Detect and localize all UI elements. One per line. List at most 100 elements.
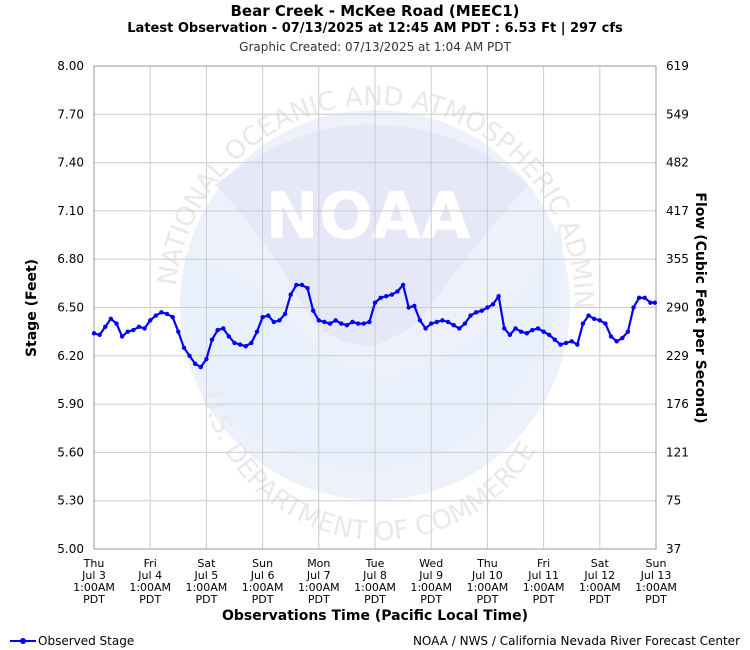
graphic-created: Graphic Created: 07/13/2025 at 1:04 AM P… <box>239 40 511 54</box>
data-point <box>518 329 524 334</box>
data-point <box>524 331 529 336</box>
data-point <box>266 313 271 318</box>
data-point <box>114 321 119 326</box>
data-point <box>131 327 136 333</box>
latest-observation: Latest Observation - 07/13/2025 at 12:45… <box>127 21 623 36</box>
data-point <box>507 332 513 338</box>
data-point <box>142 326 147 331</box>
x-axis-label: Observations Time (Pacific Local Time) <box>222 608 528 624</box>
y2-tick-label: 229 <box>666 349 689 363</box>
data-point <box>237 342 243 347</box>
y-tick-label: 8.00 <box>57 59 84 73</box>
data-point <box>389 292 395 297</box>
y2-tick-label: 355 <box>666 252 689 266</box>
data-point <box>502 326 507 331</box>
data-point <box>198 364 203 370</box>
data-point <box>541 329 546 334</box>
data-point <box>591 316 597 321</box>
y2-tick-label: 482 <box>666 156 689 170</box>
data-point <box>530 327 535 333</box>
data-point <box>535 326 541 331</box>
data-point <box>159 310 164 315</box>
data-point <box>552 337 558 342</box>
x-tick-label: Sun Jul 6 1:00AM PDT <box>242 557 284 606</box>
data-point <box>468 313 473 318</box>
credit-text: NOAA / NWS / California Nevada River For… <box>412 634 740 648</box>
chart-title: Bear Creek - McKee Road (MEEC1) <box>230 2 520 20</box>
x-tick-label: Fri Jul 4 1:00AM PDT <box>129 557 171 606</box>
x-tick-label: Sat Jul 12 1:00AM PDT <box>579 557 621 606</box>
x-tick-label: Mon Jul 7 1:00AM PDT <box>298 557 340 606</box>
x-tick-label: Tue Jul 8 1:00AM PDT <box>354 557 396 606</box>
y2-tick-label: 37 <box>666 542 681 556</box>
data-point <box>490 302 496 307</box>
x-tick-label: Sun Jul 13 1:00AM PDT <box>635 557 677 606</box>
data-point <box>580 321 586 326</box>
data-point <box>254 329 260 334</box>
noaa-watermark: NOAA NATIONAL OCEANIC AND ATMOSPHERIC AD… <box>0 0 598 547</box>
data-point <box>243 343 248 349</box>
data-point <box>108 316 114 321</box>
data-point <box>648 300 653 305</box>
data-point <box>642 295 647 301</box>
data-point <box>620 335 625 341</box>
data-point <box>136 324 142 330</box>
data-point <box>378 295 383 301</box>
y2-axis-label: Flow (Cubic Feet per Second) <box>692 192 708 423</box>
data-point <box>316 318 321 323</box>
x-tick-label: Wed Jul 9 1:00AM PDT <box>410 557 452 606</box>
data-point <box>181 345 187 350</box>
y-tick-label: 6.20 <box>57 349 84 363</box>
data-point <box>569 339 574 344</box>
data-point <box>372 300 378 305</box>
data-point <box>148 318 153 323</box>
data-point <box>597 318 602 323</box>
y-tick-label: 5.60 <box>57 445 84 459</box>
data-point <box>299 282 305 288</box>
data-point <box>333 318 338 323</box>
data-point <box>204 356 209 362</box>
data-point <box>91 331 97 336</box>
y2-axis-ticks: 619 549 482 417 355 290 229 176 121 75 37 <box>666 59 689 556</box>
data-point <box>417 318 423 323</box>
plot-frame <box>93 65 657 550</box>
y-tick-label: 5.00 <box>57 542 84 556</box>
data-point <box>344 323 350 328</box>
data-point <box>473 310 479 315</box>
y-tick-label: 6.50 <box>57 301 84 315</box>
data-point <box>445 319 451 325</box>
data-point <box>322 319 327 325</box>
noaa-logo-text: NOAA <box>265 180 471 254</box>
y-tick-label: 7.10 <box>57 204 84 218</box>
data-point <box>434 319 440 325</box>
y2-tick-label: 75 <box>666 494 681 508</box>
data-point <box>400 282 406 288</box>
data-point <box>412 303 417 309</box>
data-point <box>603 321 608 326</box>
data-point <box>327 321 333 326</box>
x-tick-label: Sat Jul 5 1:00AM PDT <box>186 557 228 606</box>
data-point <box>355 321 361 326</box>
data-point <box>563 340 569 346</box>
y2-tick-label: 417 <box>666 204 689 218</box>
y2-tick-label: 619 <box>666 59 689 73</box>
y-tick-label: 5.90 <box>57 397 84 411</box>
data-point <box>192 361 198 367</box>
x-tick-label: Thu Jul 3 1:00AM PDT <box>73 557 115 606</box>
data-point <box>457 326 462 331</box>
data-point <box>187 353 192 358</box>
data-point <box>103 324 108 330</box>
data-point <box>271 319 277 325</box>
data-point <box>429 321 434 326</box>
y2-tick-label: 121 <box>666 445 689 459</box>
legend: Observed Stage <box>10 634 134 648</box>
data-point <box>288 292 293 297</box>
data-point <box>614 339 619 344</box>
data-point <box>440 318 445 323</box>
y-axis-ticks: 8.00 7.70 7.40 7.10 6.80 6.50 6.20 5.90 5.60 5.30… <box>57 59 84 556</box>
data-point <box>221 326 226 331</box>
data-point <box>215 327 220 333</box>
data-point <box>170 314 175 320</box>
data-point <box>451 323 456 328</box>
